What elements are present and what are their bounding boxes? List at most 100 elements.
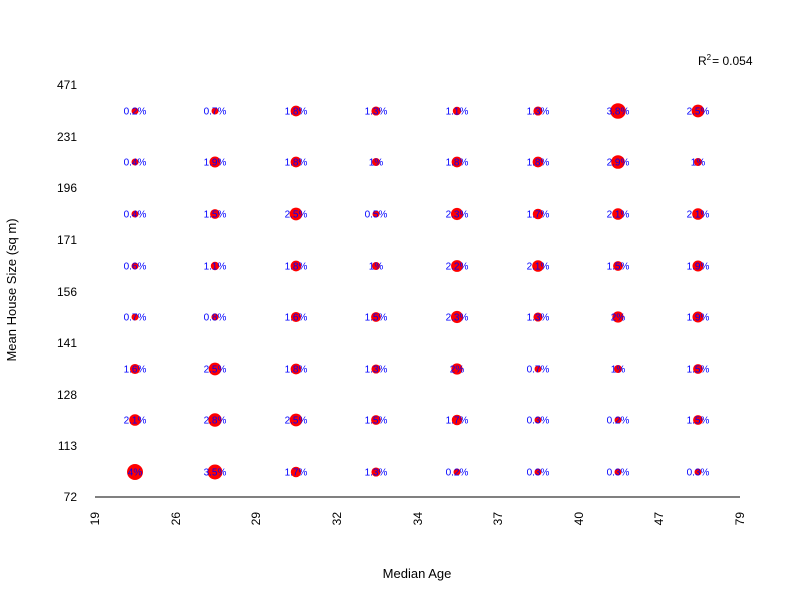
bubble <box>612 208 624 220</box>
bubble-label: 3.5% <box>204 468 227 479</box>
bubble-label: 0.8% <box>204 313 227 324</box>
bubble-label: 2.8% <box>204 416 227 427</box>
bubble <box>207 464 223 480</box>
x-axis-title: Median Age <box>383 566 452 581</box>
bubble-label: 0.5% <box>365 210 388 221</box>
bubble-label: 1.6% <box>124 365 147 376</box>
bubble-label: 1.8% <box>285 365 308 376</box>
bubble-label: 1.8% <box>527 158 550 169</box>
bubble <box>131 313 139 321</box>
bubble-label: 2.5% <box>285 416 308 427</box>
y-tick-label: 128 <box>57 388 77 402</box>
bubble <box>372 158 380 166</box>
bubble <box>371 415 381 425</box>
bubble <box>532 260 544 272</box>
bubble <box>692 311 704 323</box>
bubble-label: 0.2% <box>607 416 630 427</box>
bubble-label: 3.8% <box>607 107 630 118</box>
bubble <box>534 416 542 424</box>
bubble <box>131 107 139 115</box>
bubble-label: 1.5% <box>607 262 630 273</box>
bubbles-layer: 4% 3.5% 1.7% 1.3% 0.2% 0.3% 0.3% 0.3% 2.1% 2.8% 2.… <box>124 103 710 480</box>
bubble <box>131 210 139 218</box>
y-tick-label: 171 <box>57 233 77 247</box>
bubble-label: 2.5% <box>285 210 308 221</box>
bubble <box>693 364 703 374</box>
bubble <box>453 468 461 476</box>
bubble <box>210 209 220 219</box>
bubble <box>131 158 139 166</box>
bubble <box>534 468 542 476</box>
y-tick-label: 156 <box>57 285 77 299</box>
bubble-label: 1.5% <box>365 416 388 427</box>
bubble-label: 1.7% <box>285 468 308 479</box>
x-tick-label: 32 <box>330 512 344 526</box>
bubble-label: 1.8% <box>285 158 308 169</box>
bubble-label: 0.4% <box>124 210 147 221</box>
bubble <box>450 310 464 324</box>
bubble-label: 1.1% <box>204 262 227 273</box>
bubble-label: 1.5% <box>204 210 227 221</box>
bubble-label: 0.6% <box>124 262 147 273</box>
bubble-label: 2.3% <box>446 210 469 221</box>
bubble <box>692 208 704 220</box>
bubble-label: 0.3% <box>607 468 630 479</box>
bubble <box>372 262 380 270</box>
bubble-label: 1.3% <box>527 107 550 118</box>
bubble <box>694 158 702 166</box>
bubble-label: 1.8% <box>285 262 308 273</box>
bubble-label: 2% <box>611 313 626 324</box>
bubble <box>290 311 302 323</box>
bubble-label: 1.5% <box>687 416 710 427</box>
y-axis-title: Mean House Size (sq m) <box>4 218 19 361</box>
bubble <box>452 106 462 116</box>
bubble-label: 1.3% <box>527 313 550 324</box>
bubble <box>371 364 381 374</box>
bubble <box>131 262 139 270</box>
x-tick-label: 37 <box>491 512 505 526</box>
bubble-label: 1.7% <box>446 416 469 427</box>
bubble <box>611 155 625 169</box>
bubble-label: 1% <box>691 158 706 169</box>
bubble-label: 1.9% <box>687 262 710 273</box>
bubble-label: 2.1% <box>527 262 550 273</box>
bubble <box>129 414 141 426</box>
bubble-label: 2.1% <box>124 416 147 427</box>
bubble <box>450 207 464 221</box>
bubble-label: 0.7% <box>527 365 550 376</box>
y-tick-label: 141 <box>57 336 77 350</box>
bubble <box>289 413 303 427</box>
bubble <box>691 104 705 118</box>
r-squared-annotation: R2= 0.054 <box>698 53 753 68</box>
bubble-label: 0.3% <box>527 468 550 479</box>
bubble-label: 1.6% <box>285 313 308 324</box>
bubble <box>451 260 463 272</box>
bubble-label: 2.9% <box>607 158 630 169</box>
bubble <box>129 363 141 375</box>
bubble-label: 1.9% <box>204 158 227 169</box>
bubble <box>614 365 622 373</box>
x-tick-label: 19 <box>88 512 102 526</box>
bubble-label: 2.5% <box>204 365 227 376</box>
x-tick-label: 47 <box>652 512 666 526</box>
bubble-label: 0.2% <box>124 107 147 118</box>
bubble-label: 1.8% <box>446 158 469 169</box>
bubble-label: 1.5% <box>365 313 388 324</box>
x-tick-labels: 19 26 29 32 34 37 40 47 79 <box>88 512 747 526</box>
bubble-label: 1.3% <box>365 468 388 479</box>
bubble <box>693 415 703 425</box>
bubble <box>208 413 222 427</box>
bubble-label: 4% <box>128 468 143 479</box>
y-tick-label: 72 <box>64 490 78 504</box>
bubble <box>614 468 622 476</box>
bubble <box>290 260 302 272</box>
bubble <box>371 312 381 322</box>
bubble-label: 2% <box>450 365 465 376</box>
y-tick-labels: 72 113 128 141 156 171 196 231 471 <box>57 78 77 504</box>
bubble <box>290 466 302 478</box>
bubble <box>533 312 543 322</box>
bubble <box>532 156 544 168</box>
bubble <box>210 261 220 271</box>
bubble <box>451 156 463 168</box>
bubble <box>451 414 463 426</box>
